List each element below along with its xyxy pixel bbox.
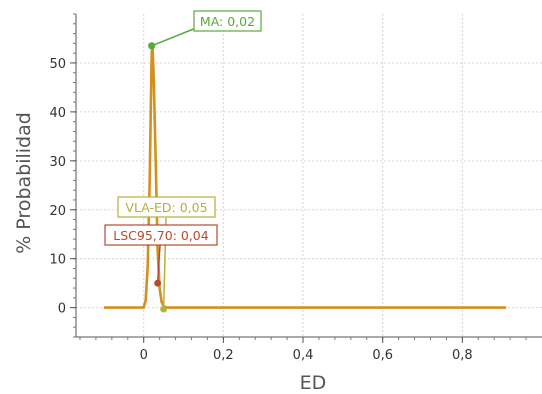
- chart-axes: 0 10 20 30 40 50 0 0,2 0,4 0,6 0,8: [49, 13, 542, 363]
- series-line: [103, 44, 507, 309]
- x-tick-label: 0,2: [213, 348, 234, 363]
- y-tick-label: 0: [58, 302, 66, 317]
- x-tick-label: 0: [140, 348, 148, 363]
- ma-leader-line: [151, 27, 197, 47]
- x-tick-label: 0,8: [452, 348, 473, 363]
- x-axis-title: ED: [300, 372, 327, 394]
- y-tick-label: 30: [49, 155, 66, 170]
- ma-label-box: [193, 10, 262, 32]
- lsc-label: LSC95,70: 0,04: [113, 228, 208, 243]
- x-tick-label: 0,6: [372, 348, 393, 363]
- y-tick-label: 10: [49, 253, 66, 268]
- vla-marker: [160, 305, 168, 313]
- lsc-marker: [154, 279, 162, 287]
- y-tick-label: 20: [49, 204, 66, 219]
- vla-label: VLA-ED: 0,05: [125, 200, 207, 215]
- y-axis-title: % Probabilidad: [13, 112, 35, 254]
- vla-label-box: [117, 196, 216, 218]
- chart-annotations: MA: 0,02 VLA-ED: 0,05 LSC95,70: 0,04: [104, 10, 262, 313]
- y-tick-label: 40: [49, 106, 66, 121]
- ma-label: MA: 0,02: [200, 14, 255, 29]
- x-tick-label: 0,4: [293, 348, 314, 363]
- lsc-label-box: [104, 224, 218, 246]
- ma-marker: [148, 42, 156, 50]
- lsc-leader-line: [156, 244, 161, 284]
- chart-series: [103, 44, 507, 309]
- y-tick-label: 50: [49, 57, 66, 72]
